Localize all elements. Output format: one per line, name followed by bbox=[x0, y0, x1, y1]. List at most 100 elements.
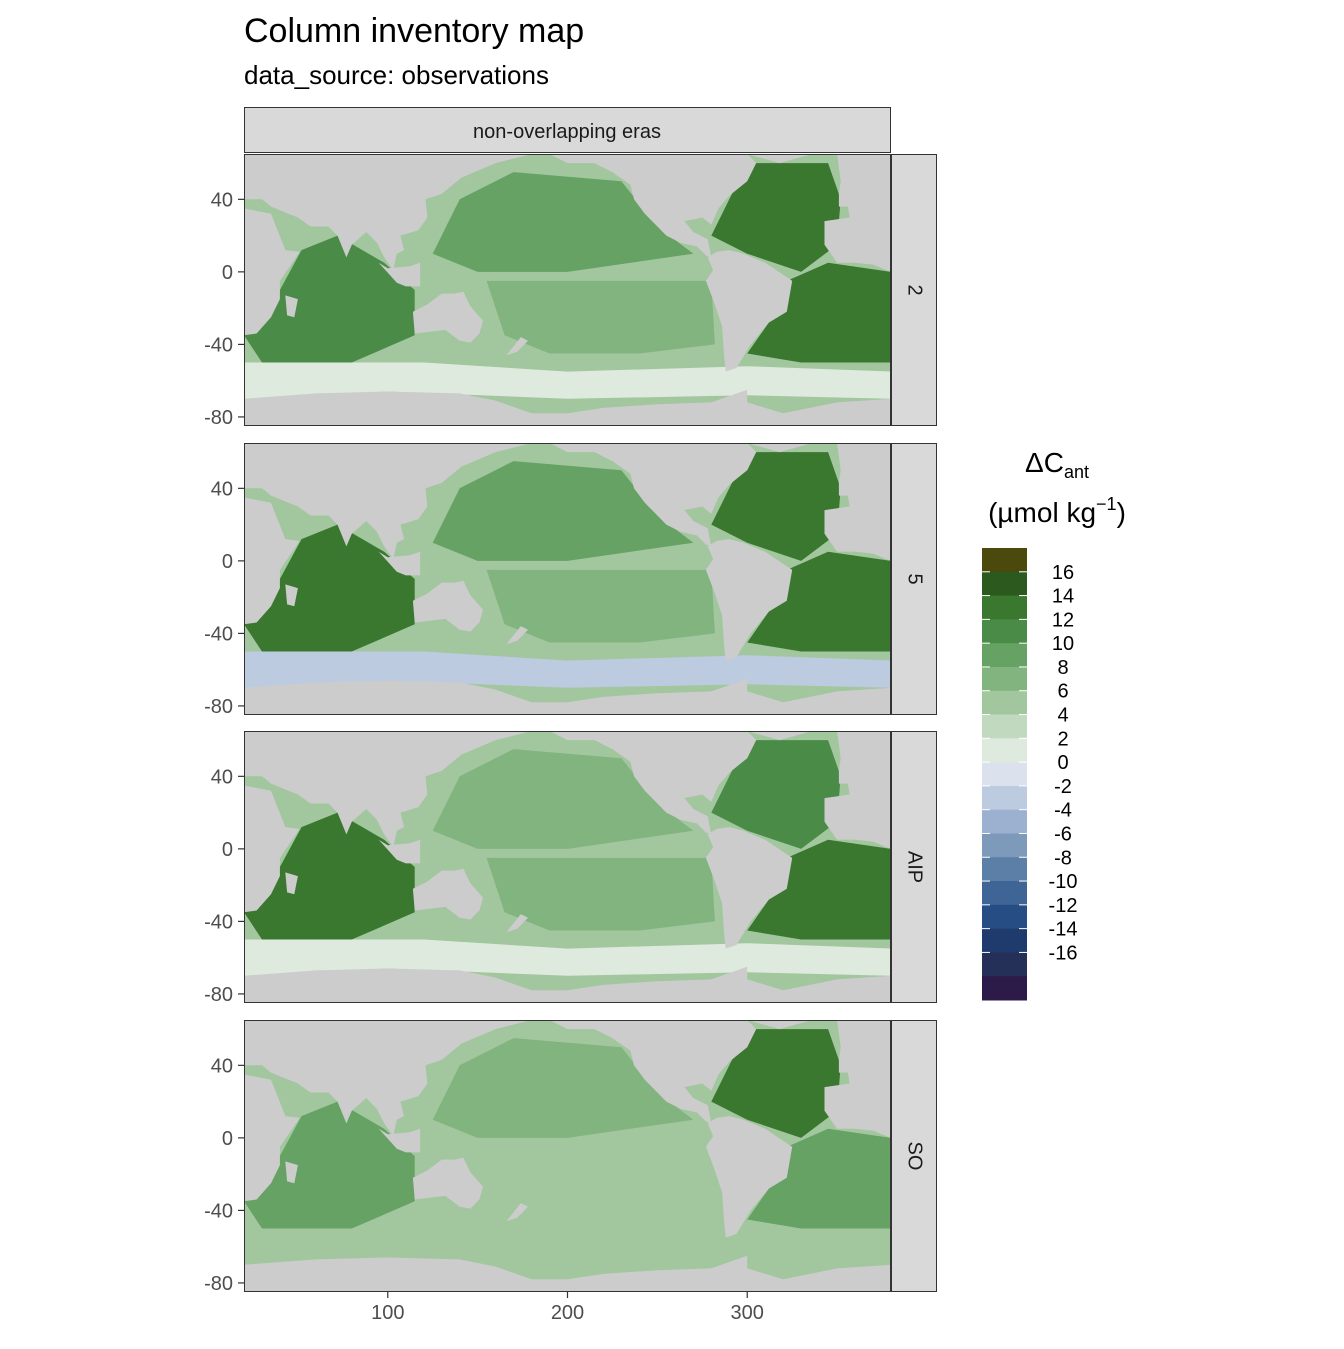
land-mass bbox=[244, 1255, 891, 1292]
legend-tick-label: 8 bbox=[1057, 657, 1068, 679]
land-mass bbox=[747, 731, 812, 741]
land-mass bbox=[244, 389, 891, 426]
land-mass bbox=[705, 539, 793, 661]
legend-swatch bbox=[982, 952, 1027, 977]
land-mass bbox=[412, 868, 483, 920]
field-indian-ocean bbox=[244, 812, 415, 940]
land-mass bbox=[285, 295, 298, 318]
legend-swatch bbox=[982, 666, 1027, 692]
field-north-atlantic bbox=[711, 452, 841, 561]
legend-swatch bbox=[982, 881, 1027, 906]
facet-row-strip: 2 bbox=[891, 154, 937, 426]
y-tick-label: -40 bbox=[204, 334, 233, 356]
legend-swatch bbox=[982, 619, 1027, 644]
field-north-atlantic bbox=[711, 1029, 841, 1138]
land-mass bbox=[244, 497, 300, 625]
field-indian-ocean bbox=[244, 524, 415, 652]
svg-text:ΔCant: ΔCant bbox=[1025, 447, 1089, 482]
legend-swatch bbox=[982, 738, 1027, 763]
legend-title: ΔCant (µmol kg−1) bbox=[988, 447, 1126, 528]
legend-swatch bbox=[982, 548, 1027, 573]
y-tick-label: -40 bbox=[204, 623, 233, 645]
land-mass bbox=[412, 580, 483, 632]
legend-tick-label: 2 bbox=[1057, 728, 1068, 750]
legend-tick-label: 6 bbox=[1057, 681, 1068, 703]
land-mass bbox=[378, 1128, 421, 1153]
facet-column-strip: non-overlapping eras bbox=[244, 107, 891, 153]
land-mass bbox=[378, 839, 421, 864]
y-tick-label: 0 bbox=[222, 551, 233, 573]
legend-unit-prefix: (µmol kg bbox=[988, 497, 1096, 528]
facet-panel-SO: SO 40 0 -40 -80 bbox=[204, 1020, 937, 1295]
panel-border bbox=[244, 154, 891, 426]
y-tick-label: 0 bbox=[222, 262, 233, 284]
facet-row-strip: 5 bbox=[891, 443, 937, 715]
land-mass bbox=[824, 154, 891, 272]
land-mass bbox=[285, 1161, 298, 1184]
y-tick-label: 40 bbox=[211, 478, 233, 500]
land-mass bbox=[506, 626, 528, 645]
land-mass bbox=[244, 731, 532, 848]
land-mass bbox=[824, 731, 891, 849]
legend-swatch bbox=[982, 809, 1027, 834]
y-tick-label: 0 bbox=[222, 839, 233, 861]
legend-tick-label: 14 bbox=[1052, 586, 1074, 608]
field-indian-ocean bbox=[244, 1101, 415, 1229]
y-tick-label: 40 bbox=[211, 1055, 233, 1077]
field-south-pacific bbox=[486, 1146, 715, 1220]
legend-tick-label: 16 bbox=[1052, 562, 1074, 584]
land-mass bbox=[824, 443, 891, 561]
y-tick-label: 0 bbox=[222, 1128, 233, 1150]
legend-tick-label: 0 bbox=[1057, 752, 1068, 774]
legend-unit-suffix: ) bbox=[1117, 497, 1126, 528]
land-mass bbox=[244, 208, 300, 336]
x-tick-label: 200 bbox=[551, 1302, 584, 1324]
field-southern-ocean bbox=[244, 651, 891, 688]
y-tick-label: -80 bbox=[204, 984, 233, 1006]
land-mass bbox=[244, 154, 532, 271]
facet-row-strip: SO bbox=[891, 1020, 937, 1292]
land-mass bbox=[412, 291, 483, 343]
land-mass bbox=[244, 443, 532, 560]
y-tick-label: 40 bbox=[211, 766, 233, 788]
legend-tick-label: -14 bbox=[1049, 919, 1078, 941]
legend-swatch bbox=[982, 833, 1027, 858]
legend-tick-label: -2 bbox=[1054, 776, 1072, 798]
field-subtropical-pacific bbox=[432, 172, 694, 272]
legend-swatch bbox=[982, 928, 1027, 953]
legend-tick-label: 10 bbox=[1052, 633, 1074, 655]
field-subtropical-pacific bbox=[432, 749, 694, 849]
field-south-pacific bbox=[486, 280, 715, 354]
y-tick-label: -80 bbox=[204, 407, 233, 429]
legend-swatch bbox=[982, 714, 1027, 739]
facet-column-strip-label: non-overlapping eras bbox=[473, 121, 661, 143]
land-mass bbox=[506, 1203, 528, 1222]
field-south-atlantic bbox=[747, 839, 891, 940]
y-tick-label: -80 bbox=[204, 1273, 233, 1295]
field-north-atlantic bbox=[711, 740, 841, 849]
chart-subtitle: data_source: observations bbox=[244, 60, 549, 90]
field-south-atlantic bbox=[747, 262, 891, 363]
field-indian-ocean bbox=[244, 235, 415, 363]
land-mass bbox=[747, 1020, 812, 1030]
legend-title-subscript: ant bbox=[1064, 462, 1089, 482]
field-south-pacific bbox=[486, 569, 715, 643]
field-subtropical-pacific bbox=[432, 461, 694, 561]
field-south-atlantic bbox=[747, 1128, 891, 1229]
land-mass bbox=[244, 1074, 300, 1202]
land-mass bbox=[506, 914, 528, 933]
land-mass bbox=[705, 250, 793, 372]
legend-swatch bbox=[982, 785, 1027, 811]
facet-panel-5: 5 40 0 -40 -80 bbox=[204, 443, 937, 718]
legend-tick-label: 4 bbox=[1057, 705, 1068, 727]
legend-swatch bbox=[982, 904, 1027, 930]
facet-panel-AIP: AIP 40 0 -40 -80 bbox=[204, 731, 937, 1006]
land-mass bbox=[705, 1116, 793, 1238]
y-tick-label: 40 bbox=[211, 189, 233, 211]
land-mass bbox=[244, 966, 891, 1003]
legend-swatch bbox=[982, 976, 1027, 1001]
legend-swatch bbox=[982, 762, 1027, 787]
field-southern-ocean bbox=[244, 362, 891, 399]
